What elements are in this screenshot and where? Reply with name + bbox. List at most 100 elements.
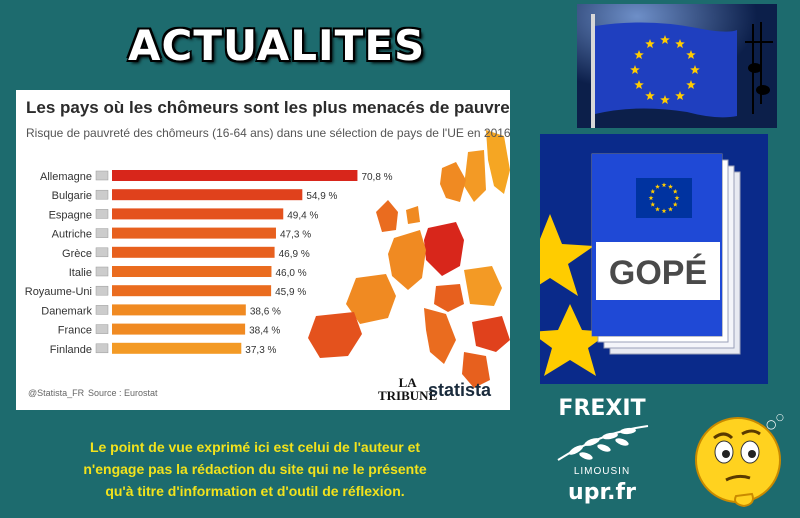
category-label: Espagne xyxy=(49,209,92,221)
mini-flag-stars xyxy=(648,182,680,214)
europe-map xyxy=(308,130,510,388)
bar xyxy=(112,246,275,258)
bar xyxy=(112,266,272,277)
bar xyxy=(112,304,246,316)
bar-chart: Allemagne 70,8 % Bulgarie 54,9 % Espagne 49,4… xyxy=(25,130,510,388)
svg-text:○: ○ xyxy=(776,413,784,423)
country-flag-icon xyxy=(95,324,109,334)
eu-star-icon xyxy=(660,35,670,44)
eu-star-icon xyxy=(634,80,644,89)
disclaimer-line: n'engage pas la rédaction du site qui ne… xyxy=(83,461,427,477)
value-label: 70,8 % xyxy=(361,172,392,183)
bar xyxy=(112,323,246,335)
music-notes-icon xyxy=(745,22,773,114)
big-star-icon xyxy=(540,214,594,296)
bar xyxy=(112,189,303,201)
latribune-logo-line1: LA xyxy=(398,375,417,390)
frexit-title: FREXIT xyxy=(558,396,646,421)
value-label: 47,3 % xyxy=(280,230,311,241)
category-label: France xyxy=(58,325,92,337)
gope-graphic: GOPÉ xyxy=(540,134,768,384)
eu-star-icon xyxy=(686,50,696,59)
value-label: 49,4 % xyxy=(287,210,318,221)
thinking-smiley-icon: ○ ○ xyxy=(695,413,784,508)
eu-star-icon xyxy=(661,182,667,188)
frexit-site-link[interactable]: upr.fr xyxy=(568,480,636,505)
country-flag-icon xyxy=(95,343,109,354)
bar xyxy=(112,285,272,297)
chart-panel: Allemagne 70,8 % Bulgarie 54,9 % Espagne 49,4… xyxy=(16,90,510,410)
eu-star-icon xyxy=(675,91,685,100)
value-label: 45,9 % xyxy=(275,287,306,298)
disclaimer-line: qu'à titre d'information et d'outil de r… xyxy=(105,483,405,499)
country-flag-icon xyxy=(95,266,109,277)
category-label: Finlande xyxy=(50,344,92,356)
value-label: 46,9 % xyxy=(279,249,310,260)
value-label: 38,6 % xyxy=(250,306,281,317)
latribune-logo: LA TRIBUNE xyxy=(378,376,437,402)
flag-cloth xyxy=(595,22,737,118)
eu-star-icon xyxy=(655,206,660,212)
bar xyxy=(112,227,276,239)
value-label: 37,3 % xyxy=(245,345,276,356)
eu-star-icon xyxy=(645,39,655,49)
eu-star-icon xyxy=(630,65,640,74)
eu-star-icon xyxy=(660,95,670,104)
page-title: ACTUALITES xyxy=(128,21,426,70)
frexit-region: LIMOUSIN xyxy=(573,466,631,477)
big-star-icon xyxy=(540,304,610,376)
category-label: Bulgarie xyxy=(52,190,92,202)
gope-image: GOPÉ xyxy=(540,134,768,384)
bar xyxy=(112,170,358,181)
eu-star-icon xyxy=(645,91,655,100)
country-flag-icon xyxy=(95,189,109,200)
eu-star-icon xyxy=(674,195,680,201)
disclaimer: Le point de vue exprimé ici est celui de… xyxy=(20,436,490,502)
category-label: Allemagne xyxy=(40,171,92,183)
eu-star-icon xyxy=(650,188,656,194)
country-flag-icon xyxy=(95,170,109,181)
document-stack xyxy=(591,153,741,355)
eu-star-icon xyxy=(668,206,673,212)
eu-star-icon xyxy=(661,208,667,214)
chart-source: Source : Eurostat xyxy=(88,388,158,398)
country-flag-icon xyxy=(95,228,109,238)
category-label: Grèce xyxy=(62,248,92,260)
eu-star-icon xyxy=(655,184,660,189)
disclaimer-line: Le point de vue exprimé ici est celui de… xyxy=(89,439,421,455)
country-flag-icon xyxy=(95,247,109,258)
latribune-logo-line2: TRIBUNE xyxy=(378,388,438,403)
category-label: Royaume-Uni xyxy=(25,286,92,298)
country-flag-icon xyxy=(95,209,109,219)
olive-branch-icon xyxy=(557,425,649,461)
bar xyxy=(112,342,242,354)
eu-star-icon xyxy=(650,201,656,207)
gope-label: GOPÉ xyxy=(609,254,707,292)
statista-logo: statista xyxy=(428,380,492,400)
flag-stars xyxy=(630,35,700,104)
frexit-logo[interactable]: FREXIT LIMOUSIN upr.fr xyxy=(522,396,682,512)
bar xyxy=(112,208,284,220)
eu-star-icon xyxy=(648,195,654,201)
statista-handle: @Statista_FR xyxy=(28,388,85,398)
eu-star-icon xyxy=(672,201,678,207)
eu-star-icon xyxy=(690,65,700,74)
chart-title: Les pays où les chômeurs sont les plus m… xyxy=(26,98,510,117)
value-label: 54,9 % xyxy=(306,191,337,202)
eu-star-icon xyxy=(634,50,644,59)
flag-pole xyxy=(591,14,595,128)
eu-star-icon xyxy=(675,39,685,49)
chart-subtitle: Risque de pauvreté des chômeurs (16-64 a… xyxy=(26,126,510,140)
category-label: Autriche xyxy=(52,229,92,241)
category-label: Italie xyxy=(69,267,92,279)
eu-flag-image xyxy=(577,4,777,128)
country-flag-icon xyxy=(95,285,109,296)
eu-flag-graphic xyxy=(577,4,777,128)
svg-text:○: ○ xyxy=(766,417,776,431)
value-label: 38,4 % xyxy=(249,326,280,337)
category-label: Danemark xyxy=(41,305,92,317)
value-label: 46,0 % xyxy=(275,268,306,279)
eu-star-icon xyxy=(686,80,696,89)
bars-group: Allemagne 70,8 % Bulgarie 54,9 % Espagne 49,4… xyxy=(25,170,393,356)
eu-star-icon xyxy=(668,184,673,189)
